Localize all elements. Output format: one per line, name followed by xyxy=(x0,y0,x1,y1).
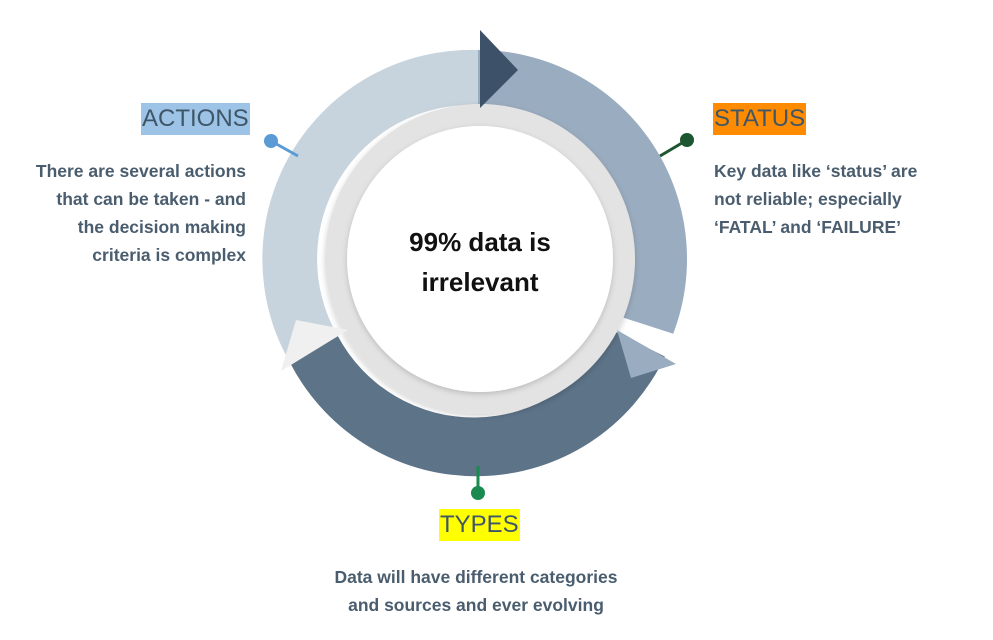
status-line: ‘FATAL’ and ‘FAILURE’ xyxy=(714,217,901,237)
types-line: and sources and ever evolving xyxy=(348,595,604,615)
actions-dot xyxy=(264,134,278,148)
status-line: Key data like ‘status’ are xyxy=(714,161,918,181)
arrow-right xyxy=(617,330,676,378)
arrow-top xyxy=(480,30,518,108)
segment-types xyxy=(291,330,665,477)
status-line: not reliable; especially xyxy=(714,189,902,209)
types-line: Data will have different categories xyxy=(334,567,618,587)
status-dot xyxy=(680,133,694,147)
actions-tag: ACTIONS xyxy=(141,103,250,135)
arrow-left xyxy=(281,320,348,371)
types-dot xyxy=(471,486,485,500)
status-tag: STATUS xyxy=(713,103,807,135)
center-line-2: irrelevant xyxy=(421,267,539,297)
status-description: Key data like ‘status’ are not reliable;… xyxy=(714,157,984,241)
actions-line: criteria is complex xyxy=(92,245,246,265)
actions-description: There are several actions that can be ta… xyxy=(0,157,246,269)
segment-actions xyxy=(262,49,478,365)
actions-line: the decision making xyxy=(77,217,246,237)
actions-line: that can be taken - and xyxy=(56,189,246,209)
center-line-1: 99% data is xyxy=(409,227,551,257)
types-tag: TYPES xyxy=(439,509,520,541)
types-description: Data will have different categories and … xyxy=(296,563,656,619)
center-disc xyxy=(347,126,613,392)
center-text: 99% data is irrelevant xyxy=(380,222,580,302)
actions-line: There are several actions xyxy=(35,161,246,181)
